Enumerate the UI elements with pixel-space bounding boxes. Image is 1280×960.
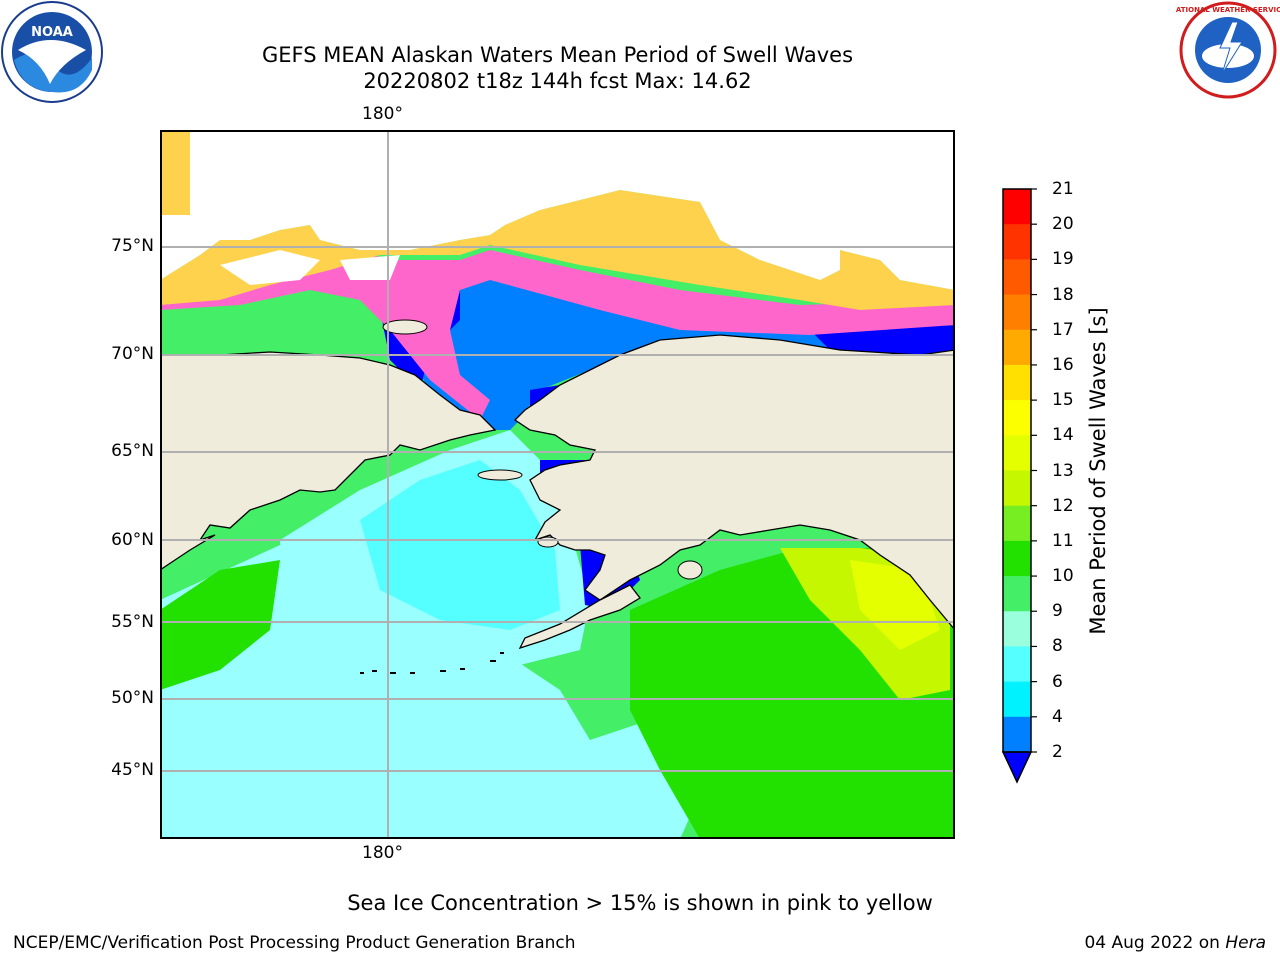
lat-label-60: 60°N [111,530,154,550]
colorbar-tick-label: 13 [1052,460,1074,481]
lat-label-45: 45°N [111,760,154,780]
sea-ice [160,130,955,310]
sea-ice-note: Sea Ice Concentration > 15% is shown in … [347,891,933,915]
colorbar-tick-label: 16 [1052,354,1074,375]
nws-logo: NATIONAL WEATHER SERVICE [1176,1,1280,99]
colorbar-segment [1003,364,1031,401]
ocean-bering-bright [360,460,560,630]
colorbar-tick-label: 18 [1052,284,1074,305]
colorbar-tick-label: 20 [1052,214,1074,235]
chart-title: GEFS MEAN Alaskan Waters Mean Period of … [261,43,854,67]
colorbar-segment [1003,294,1031,331]
nunivak-island [537,536,559,548]
colorbar-segments [1003,189,1031,753]
colorbar-extend-triangle [1001,751,1033,784]
colorbar-segment [1003,224,1031,260]
colorbar-segment [1003,540,1031,577]
colorbar-tick-label: 11 [1052,530,1074,551]
land-chukotka [160,351,497,541]
colorbar-segment [1003,576,1031,612]
colorbar-tick-label: 12 [1052,495,1074,516]
colorbar-segment [1003,505,1031,542]
st-lawrence-island [477,469,523,481]
colorbar-tick-label: 17 [1052,319,1074,340]
colorbar-segment [1003,470,1031,507]
lat-label-75: 75°N [111,236,154,256]
colorbar-segment [1003,681,1031,718]
colorbar-tick-label: 19 [1052,249,1074,270]
date-stamp: 04 Aug 2022 on Hera [1084,933,1266,953]
date-text: 04 Aug 2022 on [1084,933,1226,953]
colorbar-tick-label: 2 [1052,742,1063,762]
ocean-swell-mid-south [360,710,580,820]
credit-text: NCEP/EMC/Verification Post Processing Pr… [13,933,576,953]
colorbar-segment [1003,716,1031,753]
colorbar-tick-label: 15 [1052,390,1074,411]
colorbar [1001,188,1037,784]
graticule [160,130,955,839]
colorbar-tick-label: 8 [1052,636,1063,657]
colorbar-segment [1003,259,1031,296]
map-border [160,130,955,839]
lon-label-top: 180° [362,104,403,124]
ice-free-patch-2 [340,255,400,280]
noaa-logo-text: NOAA [31,25,73,40]
map-panel [160,130,955,839]
colorbar-segment [1003,329,1031,366]
lat-label-55: 55°N [111,612,154,632]
nws-logo-text: NATIONAL WEATHER SERVICE [1176,6,1280,14]
lat-label-50: 50°N [111,688,154,708]
colorbar-segment [1003,646,1031,683]
wrangel-island [382,319,428,335]
colorbar-segment [1003,400,1031,436]
colorbar-tick-label: 6 [1052,671,1063,692]
aleutian-islands [360,652,504,674]
colorbar-tick-label: 10 [1052,566,1074,587]
lon-label-bottom: 180° [362,843,403,863]
land-alaska [513,334,955,632]
colorbar-segment [1003,611,1031,647]
colorbar-tickmarks [1031,188,1037,753]
land-alaska-peninsula [518,584,641,650]
colorbar-segment [1003,435,1031,471]
lat-label-65: 65°N [111,441,154,461]
ice-free-patch [220,250,320,285]
colorbar-tick-label: 4 [1052,706,1063,727]
lat-label-70: 70°N [111,344,154,364]
machine-name: Hera [1225,933,1266,953]
colorbar-tick-label: 21 [1052,179,1074,199]
colorbar-tick-label: 9 [1052,601,1063,622]
sea-ice-edge [160,250,955,420]
chart-subtitle: 20220802 t18z 144h fcst Max: 14.62 [363,69,752,93]
noaa-logo: NOAA [1,1,103,103]
ocean-west-green [160,560,280,690]
ocean-swell-mid-west [160,540,720,839]
colorbar-tick-label: 14 [1052,425,1074,446]
no-data-top [160,130,955,290]
kodiak-island [677,560,703,580]
colorbar-label: Mean Period of Swell Waves [s] [1086,307,1110,635]
colorbar-segment [1003,189,1031,225]
